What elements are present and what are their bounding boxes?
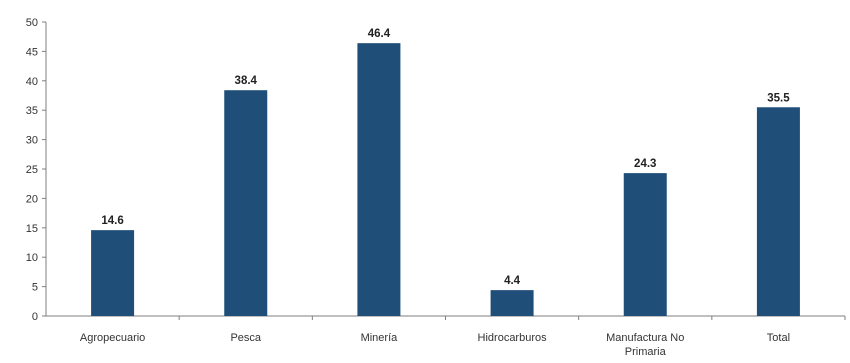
data-label: 38.4: [235, 75, 258, 87]
x-category-label: Total: [767, 332, 790, 344]
y-tick-label: 15: [26, 223, 38, 235]
bars: [91, 43, 800, 316]
bar: [357, 43, 401, 316]
y-tick-label: 25: [26, 164, 38, 176]
data-labels: 14.6 38.4 46.4 4.4 24.3 35.5: [101, 28, 790, 287]
y-tick-label: 30: [26, 135, 38, 147]
bar: [91, 230, 135, 316]
data-label: 46.4: [368, 28, 391, 40]
bar: [490, 290, 534, 316]
category-labels: Agropecuario Pesca Minería Hidrocarburos Man…: [80, 332, 790, 358]
bar: [756, 107, 800, 316]
y-tick-label: 20: [26, 193, 38, 205]
y-tick-label: 10: [26, 252, 38, 264]
x-category-label: Minería: [361, 332, 399, 344]
y-tick-label: 35: [26, 105, 38, 117]
data-label: 35.5: [767, 92, 790, 104]
y-tick-label: 0: [32, 311, 38, 323]
y-axis: 0 5 10 15 20 25 30 35 40 45 50: [26, 17, 47, 323]
x-category-label: Manufactura No: [606, 332, 684, 344]
x-axis: [46, 315, 846, 320]
data-label: 14.6: [101, 215, 123, 227]
x-category-label: Primaria: [625, 346, 667, 358]
y-tick-label: 5: [32, 282, 38, 294]
data-label: 4.4: [504, 275, 521, 287]
x-category-label: Pesca: [230, 332, 261, 344]
bar: [623, 173, 667, 316]
y-tick-label: 40: [26, 76, 38, 88]
y-tick-label: 50: [26, 17, 38, 29]
x-category-label: Agropecuario: [80, 332, 145, 344]
y-tick-label: 45: [26, 46, 38, 58]
data-label: 24.3: [634, 158, 656, 170]
x-category-label: Hidrocarburos: [478, 332, 548, 344]
bar: [224, 90, 268, 316]
